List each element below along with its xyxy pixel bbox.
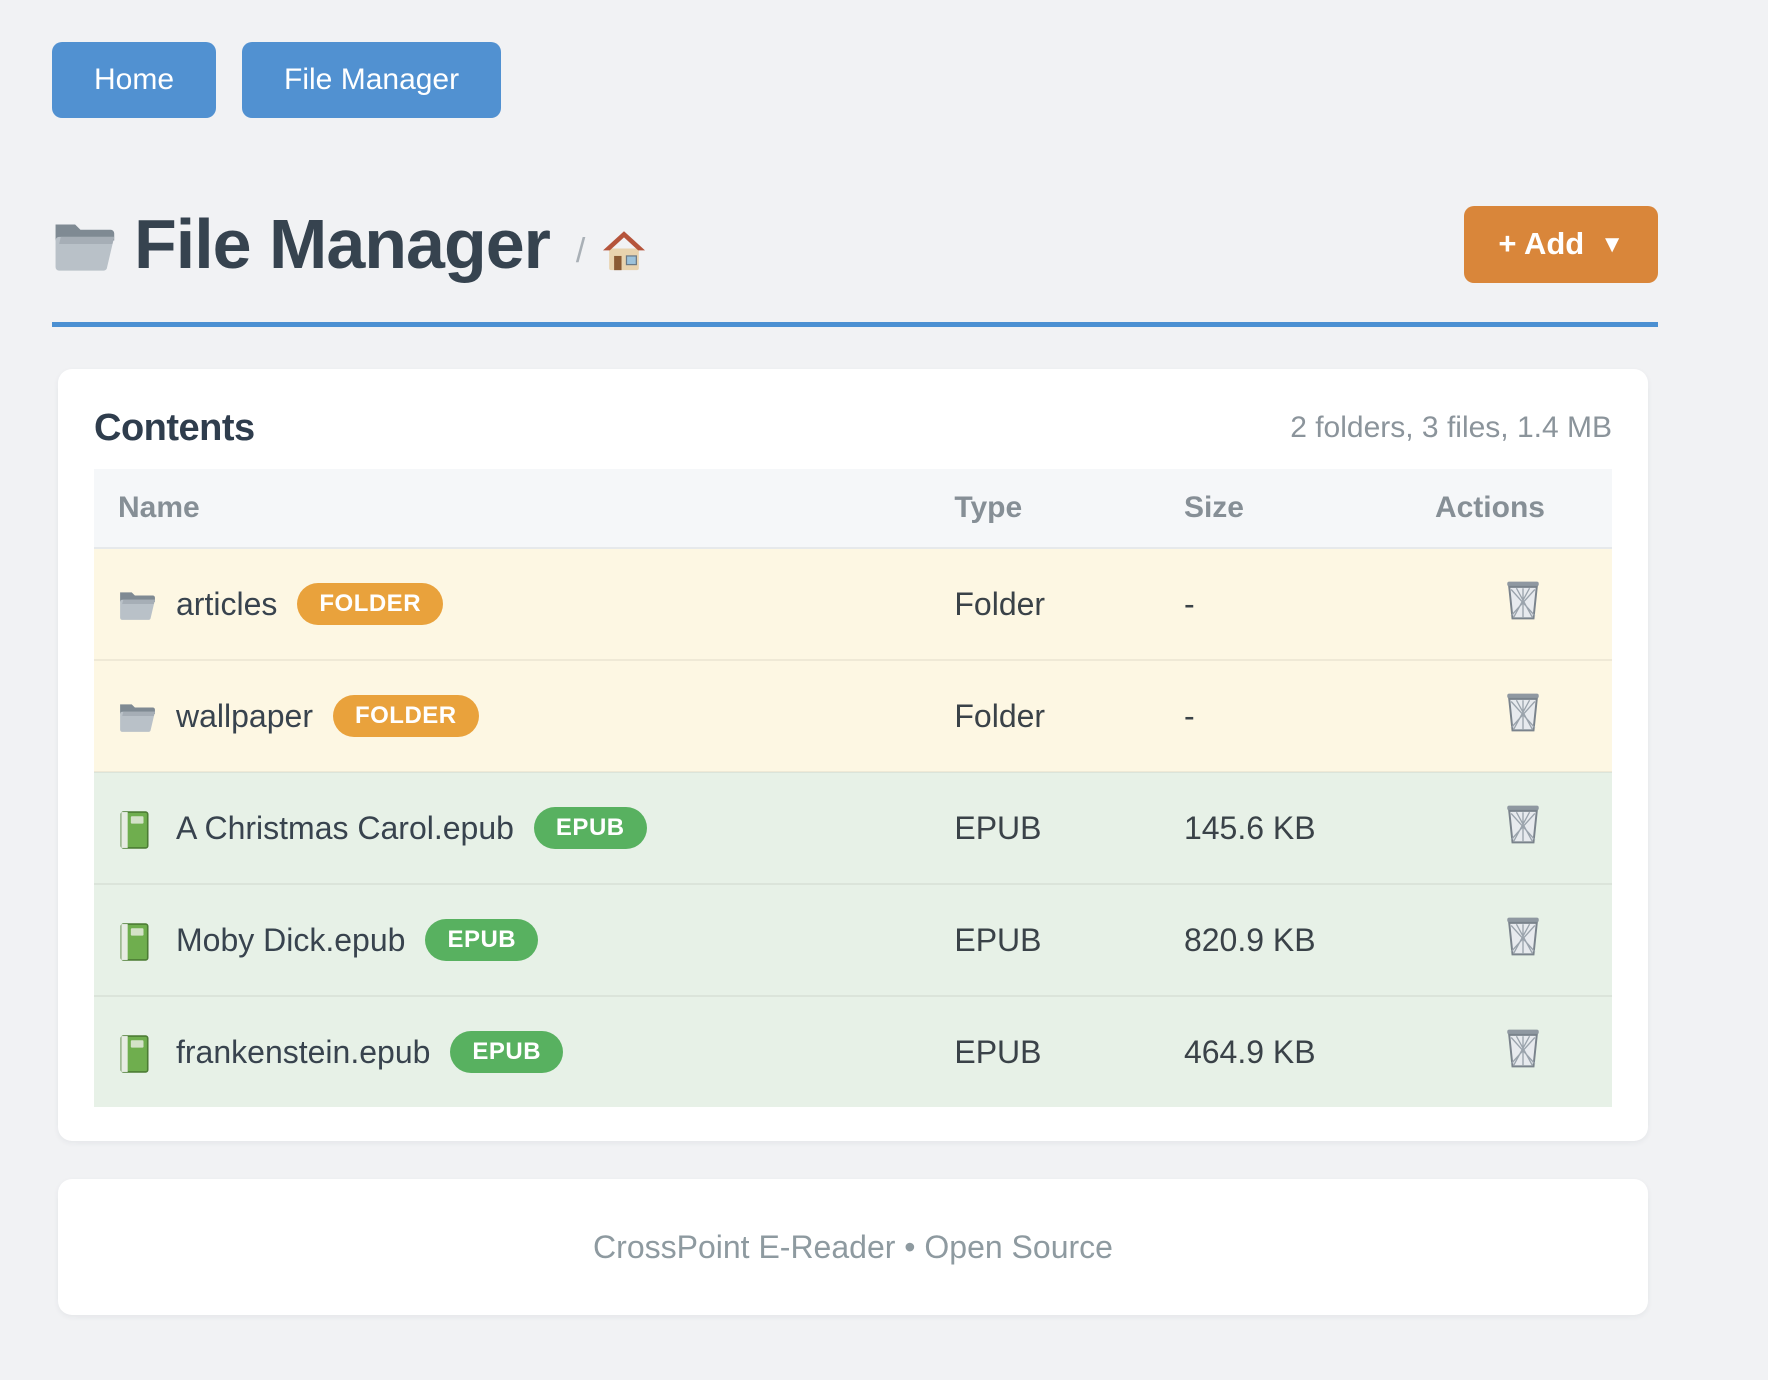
size-cell: 145.6 KB bbox=[1159, 771, 1411, 884]
contents-card: Contents 2 folders, 3 files, 1.4 MB Name… bbox=[58, 369, 1648, 1141]
column-header-type: Type bbox=[930, 469, 1160, 549]
size-cell: 820.9 KB bbox=[1159, 883, 1411, 996]
table-row[interactable]: A Christmas Carol.epub EPUB EPUB 145.6 KB bbox=[94, 771, 1612, 884]
folder-icon bbox=[52, 216, 116, 272]
book-icon bbox=[118, 923, 156, 961]
nav-button-home[interactable]: Home bbox=[52, 42, 217, 118]
add-button-label: + Add bbox=[1498, 226, 1585, 261]
file-type-badge: EPUB bbox=[533, 807, 647, 849]
table-row[interactable]: frankenstein.epub EPUB EPUB 464.9 KB bbox=[94, 995, 1612, 1107]
contents-card-header: Contents 2 folders, 3 files, 1.4 MB bbox=[94, 403, 1612, 453]
contents-summary: 2 folders, 3 files, 1.4 MB bbox=[1290, 411, 1612, 444]
page: Home File Manager File Manager / bbox=[52, 42, 1658, 1315]
top-nav: Home File Manager bbox=[52, 42, 1658, 118]
file-table: Name Type Size Actions articles FOLDER Fol… bbox=[94, 469, 1612, 1107]
file-table-body: articles FOLDER Folder - wallpaper FOLDER Fold… bbox=[94, 548, 1612, 1107]
file-type-badge: EPUB bbox=[425, 919, 539, 961]
size-cell: - bbox=[1159, 548, 1411, 660]
table-row[interactable]: wallpaper FOLDER Folder - bbox=[94, 659, 1612, 772]
actions-cell bbox=[1410, 995, 1612, 1107]
name-cell: wallpaper FOLDER bbox=[94, 659, 931, 772]
trash-icon[interactable] bbox=[1504, 1027, 1542, 1069]
actions-cell bbox=[1410, 659, 1612, 772]
actions-cell bbox=[1410, 771, 1612, 884]
file-name[interactable]: Moby Dick.epub bbox=[176, 921, 406, 958]
column-header-actions: Actions bbox=[1410, 469, 1612, 549]
file-type-badge: FOLDER bbox=[297, 583, 444, 625]
trash-icon[interactable] bbox=[1504, 579, 1542, 621]
type-cell: Folder bbox=[930, 548, 1160, 660]
size-cell: - bbox=[1159, 659, 1411, 772]
name-cell: A Christmas Carol.epub EPUB bbox=[94, 771, 931, 884]
table-row[interactable]: Moby Dick.epub EPUB EPUB 820.9 KB bbox=[94, 883, 1612, 996]
size-cell: 464.9 KB bbox=[1159, 995, 1411, 1107]
trash-icon[interactable] bbox=[1504, 691, 1542, 733]
add-button[interactable]: + Add ▼ bbox=[1464, 205, 1658, 283]
file-table-header: Name Type Size Actions bbox=[94, 469, 1612, 549]
title-group: File Manager / bbox=[52, 204, 647, 284]
type-cell: EPUB bbox=[930, 995, 1160, 1107]
table-row[interactable]: articles FOLDER Folder - bbox=[94, 548, 1612, 660]
trash-icon[interactable] bbox=[1504, 803, 1542, 845]
folder-icon bbox=[118, 699, 156, 733]
file-type-badge: EPUB bbox=[450, 1031, 564, 1073]
type-cell: EPUB bbox=[930, 771, 1160, 884]
file-name[interactable]: wallpaper bbox=[176, 697, 313, 734]
column-header-size: Size bbox=[1159, 469, 1411, 549]
nav-button-file-manager[interactable]: File Manager bbox=[242, 42, 502, 118]
name-cell: Moby Dick.epub EPUB bbox=[94, 883, 931, 996]
footer-text: CrossPoint E-Reader • Open Source bbox=[593, 1228, 1113, 1265]
book-icon bbox=[118, 811, 156, 849]
breadcrumb-separator: / bbox=[575, 231, 586, 270]
page-header: File Manager / + Add ▼ bbox=[52, 204, 1658, 284]
type-cell: Folder bbox=[930, 659, 1160, 772]
header-divider bbox=[52, 322, 1658, 327]
file-type-badge: FOLDER bbox=[332, 695, 479, 737]
file-name[interactable]: A Christmas Carol.epub bbox=[176, 809, 514, 846]
type-cell: EPUB bbox=[930, 883, 1160, 996]
trash-icon[interactable] bbox=[1504, 915, 1542, 957]
caret-down-icon: ▼ bbox=[1600, 231, 1624, 258]
contents-title: Contents bbox=[94, 406, 255, 449]
book-icon bbox=[118, 1035, 156, 1073]
actions-cell bbox=[1410, 548, 1612, 660]
footer-card: CrossPoint E-Reader • Open Source bbox=[58, 1179, 1648, 1315]
actions-cell bbox=[1410, 883, 1612, 996]
page-title: File Manager bbox=[134, 205, 551, 283]
file-name[interactable]: articles bbox=[176, 585, 278, 622]
file-name[interactable]: frankenstein.epub bbox=[176, 1033, 431, 1070]
folder-icon bbox=[118, 587, 156, 621]
name-cell: frankenstein.epub EPUB bbox=[94, 995, 931, 1107]
home-icon[interactable] bbox=[601, 230, 647, 272]
name-cell: articles FOLDER bbox=[94, 548, 931, 660]
column-header-name: Name bbox=[94, 469, 931, 549]
